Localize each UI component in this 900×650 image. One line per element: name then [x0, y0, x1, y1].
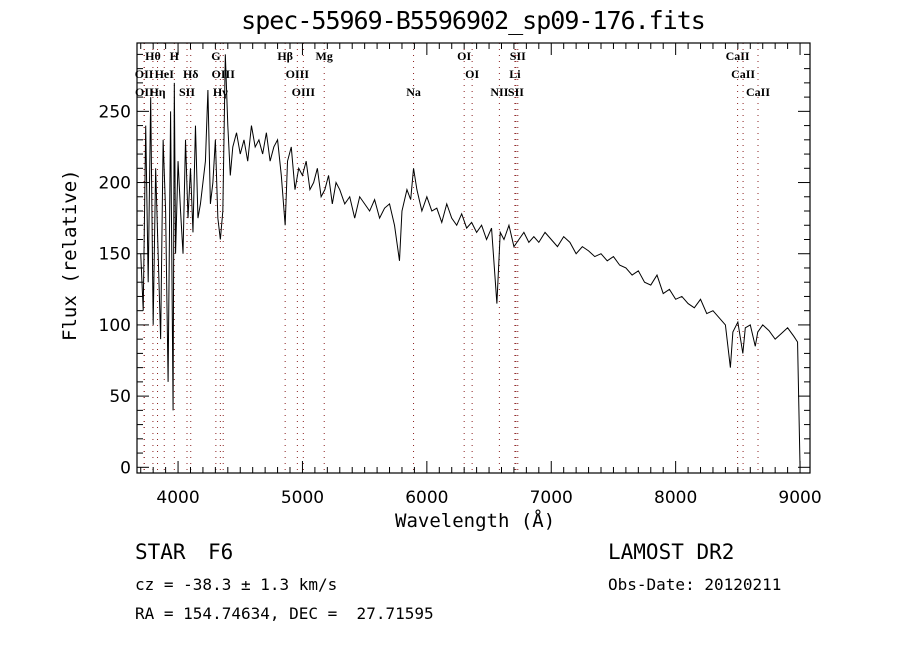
- x-tick-label: 9000: [778, 488, 821, 508]
- spectral-line-label: G: [211, 49, 220, 63]
- survey-name: LAMOST DR2: [608, 540, 735, 564]
- spectral-line-label: Mg: [316, 49, 333, 63]
- spectral-line-label: CaII: [746, 85, 770, 99]
- spectrum-line: [140, 54, 801, 468]
- spectral-line-label: Na: [406, 85, 421, 99]
- spectral-line-label: OIII: [292, 85, 316, 99]
- redshift-text: cz = -38.3 ± 1.3 km/s: [135, 575, 338, 594]
- spectral-line-label: OI: [465, 67, 479, 81]
- subclass: F6: [208, 540, 234, 564]
- spectral-line-label: OIII: [286, 67, 310, 81]
- spectral-line-label: Hγ: [213, 85, 228, 99]
- plot-frame: [136, 42, 811, 474]
- y-tick-label: 250: [99, 102, 131, 122]
- spectral-line-label: SII: [179, 85, 195, 99]
- x-tick-label: 4000: [156, 488, 199, 508]
- spectral-line-label: OII: [135, 85, 154, 99]
- x-tick-label: 8000: [654, 488, 697, 508]
- y-tick-label: 0: [120, 458, 131, 478]
- x-tick-label: 5000: [281, 488, 324, 508]
- spectral-line-label: SII: [510, 49, 526, 63]
- spectral-line-label: Hθ: [145, 49, 161, 63]
- y-tick-label: 150: [99, 245, 131, 265]
- y-axis-label: Flux (relative): [59, 169, 81, 341]
- spectral-line-label: SII: [508, 85, 524, 99]
- spectral-line-label: Hη: [149, 85, 165, 99]
- spectral-line-label: CaII: [731, 67, 755, 81]
- y-tick-label: 100: [99, 316, 131, 336]
- spectral-line-label: HeI: [155, 67, 175, 81]
- spectral-line-label: NII: [490, 85, 508, 99]
- spectral-line-label: OI: [457, 49, 471, 63]
- x-tick-label: 6000: [405, 488, 448, 508]
- obs-date: Obs-Date: 20120211: [608, 575, 782, 594]
- spectral-line-label: H: [170, 49, 180, 63]
- spectral-line-label: Hβ: [277, 49, 293, 63]
- spectral-line-label: OIII: [212, 67, 236, 81]
- y-tick-label: 50: [109, 387, 131, 407]
- chart-title: spec-55969-B5596902_sp09-176.fits: [241, 6, 706, 35]
- x-axis-label: Wavelength (Å): [395, 510, 556, 532]
- y-tick-label: 200: [99, 174, 131, 194]
- spectral-line-label: Li: [509, 67, 521, 81]
- x-tick-label: 7000: [530, 488, 573, 508]
- spectral-line-label: CaII: [726, 49, 750, 63]
- spectral-line-label: Hδ: [183, 67, 199, 81]
- coordinates-text: RA = 154.74634, DEC = 27.71595: [135, 604, 434, 623]
- object-class: STAR: [135, 540, 186, 564]
